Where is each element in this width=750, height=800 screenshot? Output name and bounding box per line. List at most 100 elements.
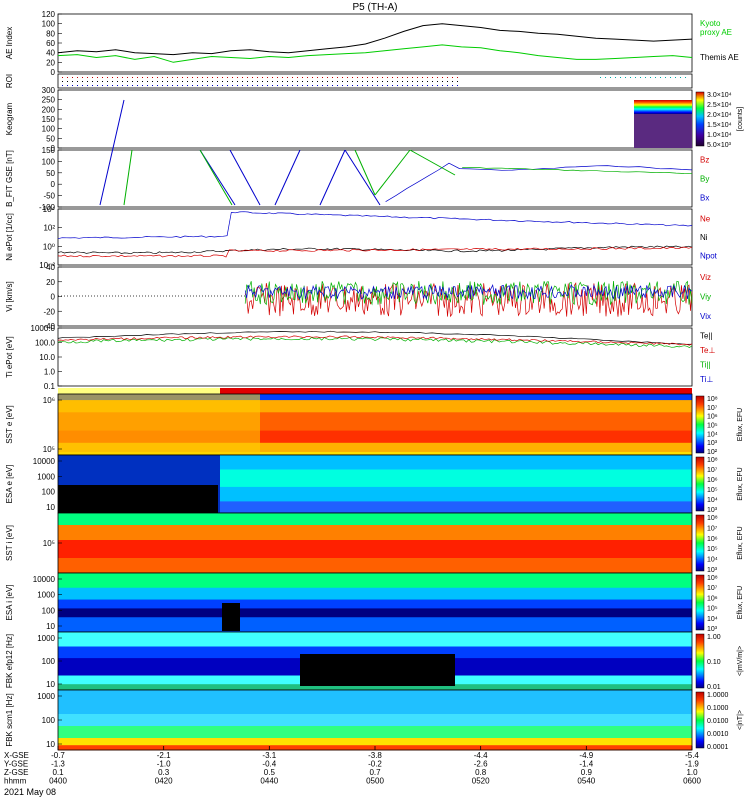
panel-ylabel: B_FIT GSE [nT] <box>5 150 14 207</box>
figure-title: P5 (TH-A) <box>353 2 398 13</box>
y-tick-label: 100 <box>42 125 56 134</box>
colorbar-tick-label: 10² <box>707 449 718 456</box>
roi-dot <box>127 77 128 78</box>
colorbar-tick-label: 10⁸ <box>707 515 718 522</box>
spectrogram-band <box>58 599 692 609</box>
roi-dot <box>357 85 358 86</box>
y-tick-label: 300 <box>42 86 56 95</box>
colorbar-tick-label: 10⁷ <box>707 585 718 592</box>
esa-ion-spectrogram <box>58 573 692 633</box>
roi-dot <box>402 77 403 78</box>
roi-dot <box>242 77 243 78</box>
y-tick-label: 1000.0 <box>31 324 56 333</box>
roi-dot <box>202 77 203 78</box>
spectrogram-band <box>58 525 692 541</box>
colorbar-tick-label: 10⁷ <box>707 525 718 532</box>
roi-dot <box>117 85 118 86</box>
roi-dot <box>137 77 138 78</box>
x-axis-value: 0.7 <box>369 768 381 777</box>
roi-dot <box>392 85 393 86</box>
roi-dot <box>92 77 93 78</box>
roi-dot <box>77 81 78 82</box>
colorbar-label: <|mV/m|> <box>737 646 744 676</box>
roi-dot <box>322 81 323 82</box>
roi-dot <box>127 81 128 82</box>
roi-dot <box>447 85 448 86</box>
roi-dot <box>197 81 198 82</box>
roi-dot <box>302 85 303 86</box>
roi-dot <box>422 81 423 82</box>
roi-dot <box>307 85 308 86</box>
panel-ylabel: AE Index <box>5 27 14 59</box>
roi-dot <box>162 77 163 78</box>
roi-dot <box>97 77 98 78</box>
roi-dot <box>367 85 368 86</box>
roi-dot <box>227 85 228 86</box>
x-axis-value: -1.0 <box>157 760 171 769</box>
colorbar-tick-label: 10⁷ <box>707 467 718 474</box>
roi-dot <box>107 77 108 78</box>
roi-dot <box>67 77 68 78</box>
roi-dot <box>142 81 143 82</box>
roi-dot <box>377 77 378 78</box>
panel-ylabel: SST i [eV] <box>5 525 14 561</box>
roi-dot <box>92 81 93 82</box>
roi-dot <box>352 81 353 82</box>
colorbar-tick-label: 10⁴ <box>707 431 718 438</box>
spectrogram-band <box>58 513 692 526</box>
roi-dot <box>282 85 283 86</box>
roi-dots <box>62 77 686 86</box>
y-tick-label: 100 <box>42 488 56 497</box>
roi-dot <box>102 77 103 78</box>
legend-entry: Npot <box>700 252 718 261</box>
roi-dot <box>242 85 243 86</box>
roi-dot <box>262 77 263 78</box>
spectrogram-band <box>58 690 692 715</box>
colorbar-tick-label: 10⁶ <box>707 477 718 484</box>
y-tick-label: 120 <box>42 10 56 19</box>
roi-dot <box>172 81 173 82</box>
y-tick-label: 80 <box>46 29 55 38</box>
roi-dot <box>172 77 173 78</box>
spectrogram-band <box>58 646 692 659</box>
y-tick-label: 0 <box>51 180 56 189</box>
roi-dot <box>232 85 233 86</box>
roi-dot <box>357 81 358 82</box>
legend-entry: Vix <box>700 312 711 321</box>
y-tick-label: 60 <box>46 39 55 48</box>
roi-dot <box>97 81 98 82</box>
roi-dot <box>182 81 183 82</box>
y-tick-label: 0 <box>51 68 56 77</box>
colorbar-label: Eflux, EFU <box>737 586 744 619</box>
roi-dot <box>412 77 413 78</box>
sst-ion-spectrogram <box>58 513 692 574</box>
roi-dot <box>207 77 208 78</box>
keogram-panel <box>57 89 693 149</box>
x-axis-value: -2.6 <box>474 760 488 769</box>
roi-dot <box>192 85 193 86</box>
colorbar-tick-label: 10³ <box>707 626 718 633</box>
te-par-line <box>57 330 693 345</box>
roi-dot <box>342 85 343 86</box>
roi-dot <box>312 77 313 78</box>
roi-dot <box>442 77 443 78</box>
roi-dot <box>292 77 293 78</box>
roi-dot <box>177 81 178 82</box>
legend-entry: Ni <box>700 233 708 242</box>
roi-dot <box>447 77 448 78</box>
roi-dot <box>232 77 233 78</box>
roi-dot <box>157 81 158 82</box>
y-tick-label: 50 <box>46 134 55 143</box>
roi-dot <box>237 81 238 82</box>
colorbar-tick-label: 5.0×10³ <box>707 142 732 149</box>
roi-dot <box>202 81 203 82</box>
roi-dot <box>67 81 68 82</box>
roi-dot <box>397 77 398 78</box>
bx-line <box>229 149 261 206</box>
roi-dot <box>247 81 248 82</box>
roi-dot <box>387 77 388 78</box>
roi-dot <box>112 77 113 78</box>
y-tick-label: 20 <box>46 58 55 67</box>
